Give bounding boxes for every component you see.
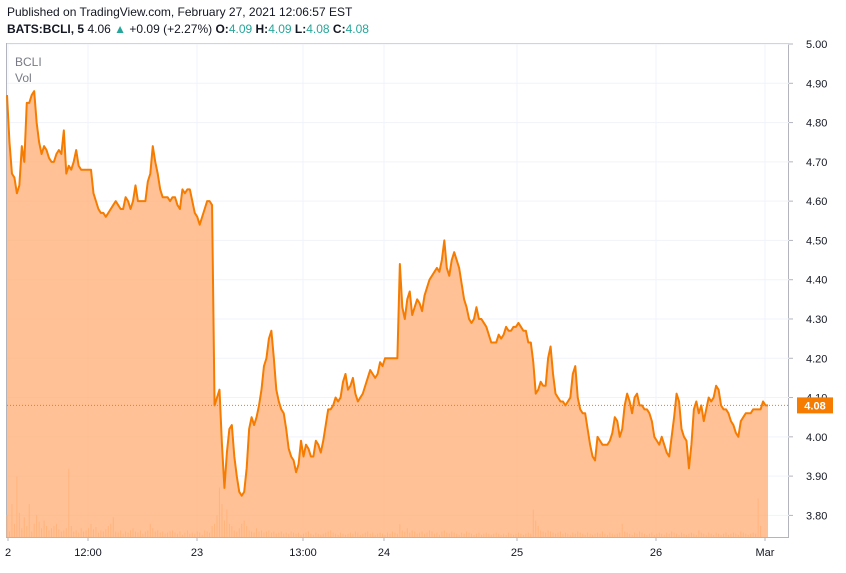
y-axis: 5.004.904.804.704.604.504.404.304.204.10… [789, 39, 827, 522]
y-tick-label: 4.40 [806, 275, 827, 287]
y-tick-label: 3.90 [806, 471, 827, 483]
y-tick-label: 4.30 [806, 314, 827, 326]
close-value: 4.08 [345, 22, 369, 36]
y-tick-label: 4.90 [806, 78, 827, 90]
y-tick-label: 4.60 [806, 196, 827, 208]
open-label: O: [215, 22, 229, 36]
symbol-info-bar: BATS:BCLI, 5 4.06 ▲ +0.09 (+2.27%) O:4.0… [7, 22, 369, 36]
y-tick-label: 5.00 [806, 39, 827, 51]
open-value: 4.09 [228, 22, 253, 36]
x-tick-label: 13:00 [289, 547, 317, 559]
published-caption: Published on TradingView.com, February 2… [7, 5, 353, 19]
legend-volume: Vol [15, 71, 32, 85]
x-tick-label: 12:00 [74, 547, 102, 559]
y-tick-label: 4.80 [806, 118, 827, 130]
low-label: L: [294, 22, 307, 36]
y-tick-label: 4.50 [806, 235, 827, 247]
last-price-badge-label: 4.08 [804, 400, 825, 412]
y-tick-label: 4.20 [806, 353, 827, 365]
x-tick-label: 24 [378, 547, 390, 559]
symbol-name: BATS:BCLI, 5 [7, 22, 85, 36]
price-line [6, 90, 768, 497]
legend-symbol: BCLI [15, 55, 42, 69]
x-tick-label: 2 [5, 547, 11, 559]
close-label: C: [332, 22, 346, 36]
last-price-badge [797, 397, 833, 414]
x-tick-label: 23 [191, 547, 203, 559]
last-price: 4.06 [87, 22, 111, 36]
y-tick-label: 4.70 [806, 157, 827, 169]
x-axis: 2 12:00 23 13:00 24 25 26 Mar [5, 537, 775, 559]
y-tick-label: 4.00 [806, 432, 827, 444]
up-arrow-icon: ▲ [114, 22, 127, 36]
low-value: 4.08 [306, 22, 330, 36]
high-value: 4.09 [268, 22, 292, 36]
x-tick-label: 25 [511, 547, 523, 559]
price-change: +0.09 (+2.27%) [129, 22, 213, 36]
x-tick-label: 26 [650, 547, 662, 559]
y-tick-label: 3.80 [806, 510, 827, 522]
high-label: H: [255, 22, 269, 36]
x-tick-label: Mar [756, 547, 775, 559]
price-area [7, 91, 768, 537]
